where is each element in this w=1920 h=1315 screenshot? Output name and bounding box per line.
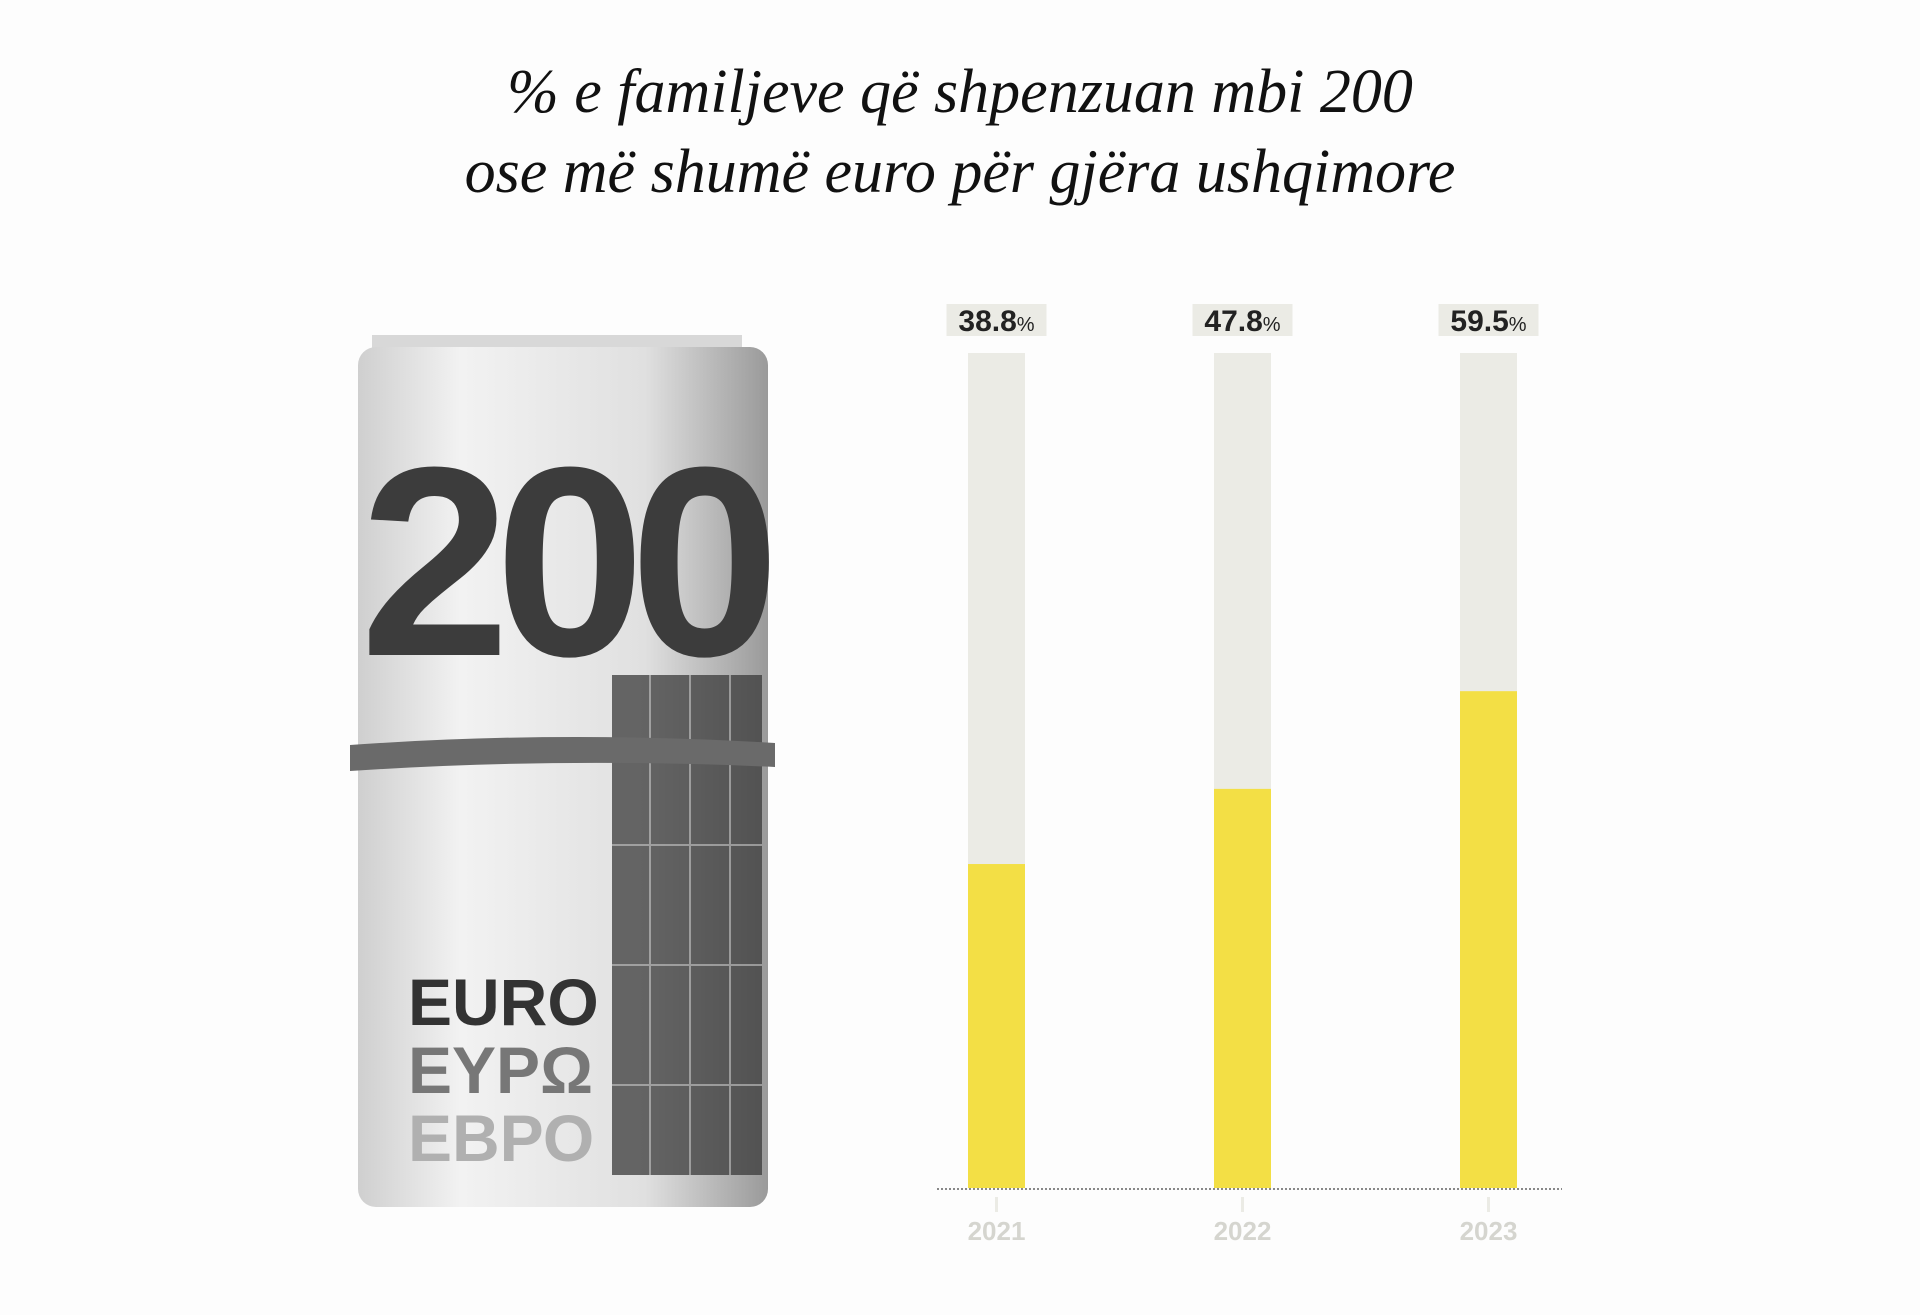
bar-2023 <box>1460 691 1517 1188</box>
euro-banknote-roll-image: 200 EURO ΕΥΡΩ ЕВРО <box>350 335 780 1207</box>
value-label-2021: 38.8% <box>958 305 1034 338</box>
value-label-2023: 59.5% <box>1450 305 1526 338</box>
title-line-2: ose më shumë euro për gjëra ushqimore <box>464 138 1456 206</box>
x-tick-label-2023: 2023 <box>1460 1216 1518 1246</box>
title-line-1: % e familjeve që shpenzuan mbi 200 <box>507 58 1413 126</box>
svg-text:ЕВРО: ЕВРО <box>408 1101 594 1175</box>
banknote-denomination: 200 <box>360 412 770 713</box>
value-label-bg <box>1438 304 1539 336</box>
value-label-2022: 47.8% <box>1204 305 1280 338</box>
x-tick-label-2022: 2022 <box>1214 1216 1272 1246</box>
value-label-bg <box>946 304 1047 336</box>
value-label-bg <box>1192 304 1293 336</box>
svg-text:EURO: EURO <box>408 965 599 1039</box>
chart-title: % e familjeve që shpenzuan mbi 200 ose m… <box>0 52 1920 212</box>
bar-2021 <box>968 864 1025 1188</box>
svg-text:ΕΥΡΩ: ΕΥΡΩ <box>408 1033 593 1107</box>
bar-2022 <box>1214 788 1271 1188</box>
x-tick-label-2021: 2021 <box>968 1216 1026 1246</box>
